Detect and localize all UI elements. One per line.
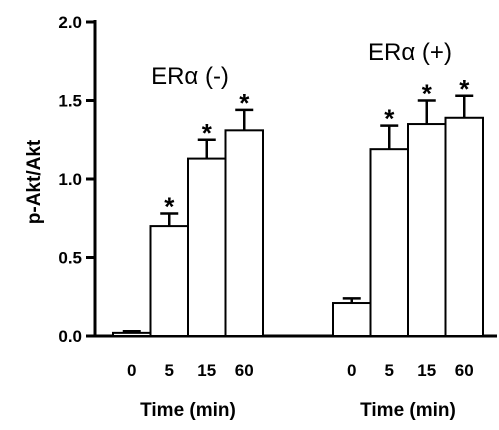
y-tick-label: 1.0	[58, 170, 82, 189]
x-tick-label: 60	[455, 361, 474, 380]
bar	[369, 148, 409, 337]
significance-star: *	[459, 74, 470, 104]
bar	[224, 129, 264, 337]
y-tick-label: 0.0	[58, 327, 82, 346]
y-tick-label: 0.5	[58, 249, 82, 268]
bar	[332, 302, 372, 337]
x-tick-label: 15	[197, 361, 216, 380]
y-axis-title: p-Akt/Akt	[24, 139, 45, 224]
bar	[187, 157, 227, 337]
x-tick-label: 60	[235, 361, 254, 380]
labels: 0.0 0.5 1.0 1.5 2.0 0 * 5 * 15 * 60 ERα (-) Time (min…	[58, 13, 473, 421]
x-tick-label: 0	[127, 361, 136, 380]
significance-star: *	[239, 88, 250, 118]
bar	[149, 225, 189, 338]
y-tick-label: 2.0	[58, 13, 82, 32]
x-axis-title: Time (min)	[360, 400, 456, 421]
x-axis-title: Time (min)	[140, 400, 236, 421]
significance-star: *	[422, 79, 433, 109]
x-tick-label: 5	[165, 361, 174, 380]
y-tick-label: 1.5	[58, 92, 82, 111]
significance-star: *	[202, 118, 213, 148]
bar	[112, 331, 152, 337]
bars	[112, 94, 484, 338]
x-tick-label: 5	[385, 361, 394, 380]
significance-star: *	[384, 104, 395, 134]
group-title: ERα (-)	[151, 63, 229, 90]
x-tick-label: 0	[347, 361, 356, 380]
bar	[407, 123, 447, 337]
group-title: ERα (+)	[368, 39, 452, 66]
x-tick-label: 15	[417, 361, 436, 380]
bar	[444, 116, 484, 337]
significance-star: *	[164, 192, 175, 222]
